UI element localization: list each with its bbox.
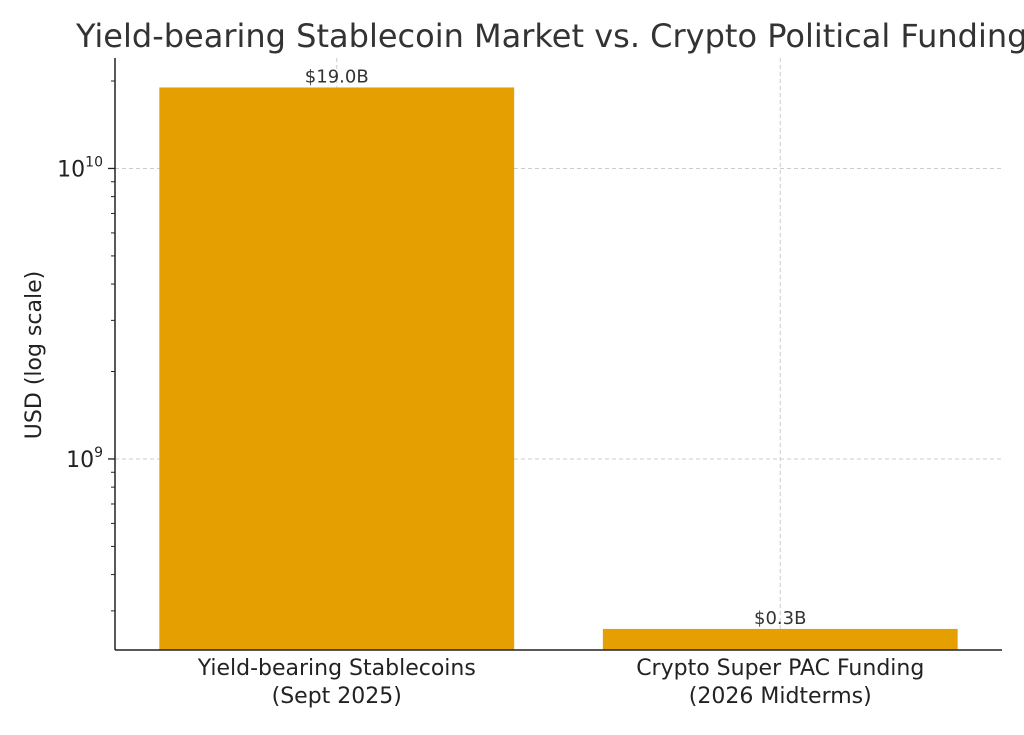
- bars: [159, 87, 958, 651]
- labels: $19.0B $0.3B Yield-bearing Stablecoins (Sep…: [197, 66, 925, 709]
- x-tick-label-0-line-0: Yield-bearing Stablecoins: [197, 656, 476, 681]
- bar-1: [602, 628, 958, 650]
- x-tick-label-1-line-1: (2026 Midterms): [689, 684, 872, 709]
- bar-0: [159, 87, 515, 651]
- axes: [114, 58, 1002, 651]
- data-label-1: $0.3B: [754, 608, 806, 629]
- x-tick-label-0-line-1: (Sept 2025): [272, 684, 402, 709]
- x-tick-label-1-line-0: Crypto Super PAC Funding: [636, 656, 924, 681]
- y-axis-label: USD (log scale): [22, 271, 47, 439]
- data-label-0: $19.0B: [305, 66, 369, 87]
- y-tick-label-0: 109: [66, 445, 103, 473]
- y-ticks: 109 1010: [57, 80, 115, 612]
- chart-title: Yield-bearing Stablecoin Market vs. Cryp…: [75, 17, 1024, 55]
- y-tick-label-1: 1010: [57, 154, 103, 182]
